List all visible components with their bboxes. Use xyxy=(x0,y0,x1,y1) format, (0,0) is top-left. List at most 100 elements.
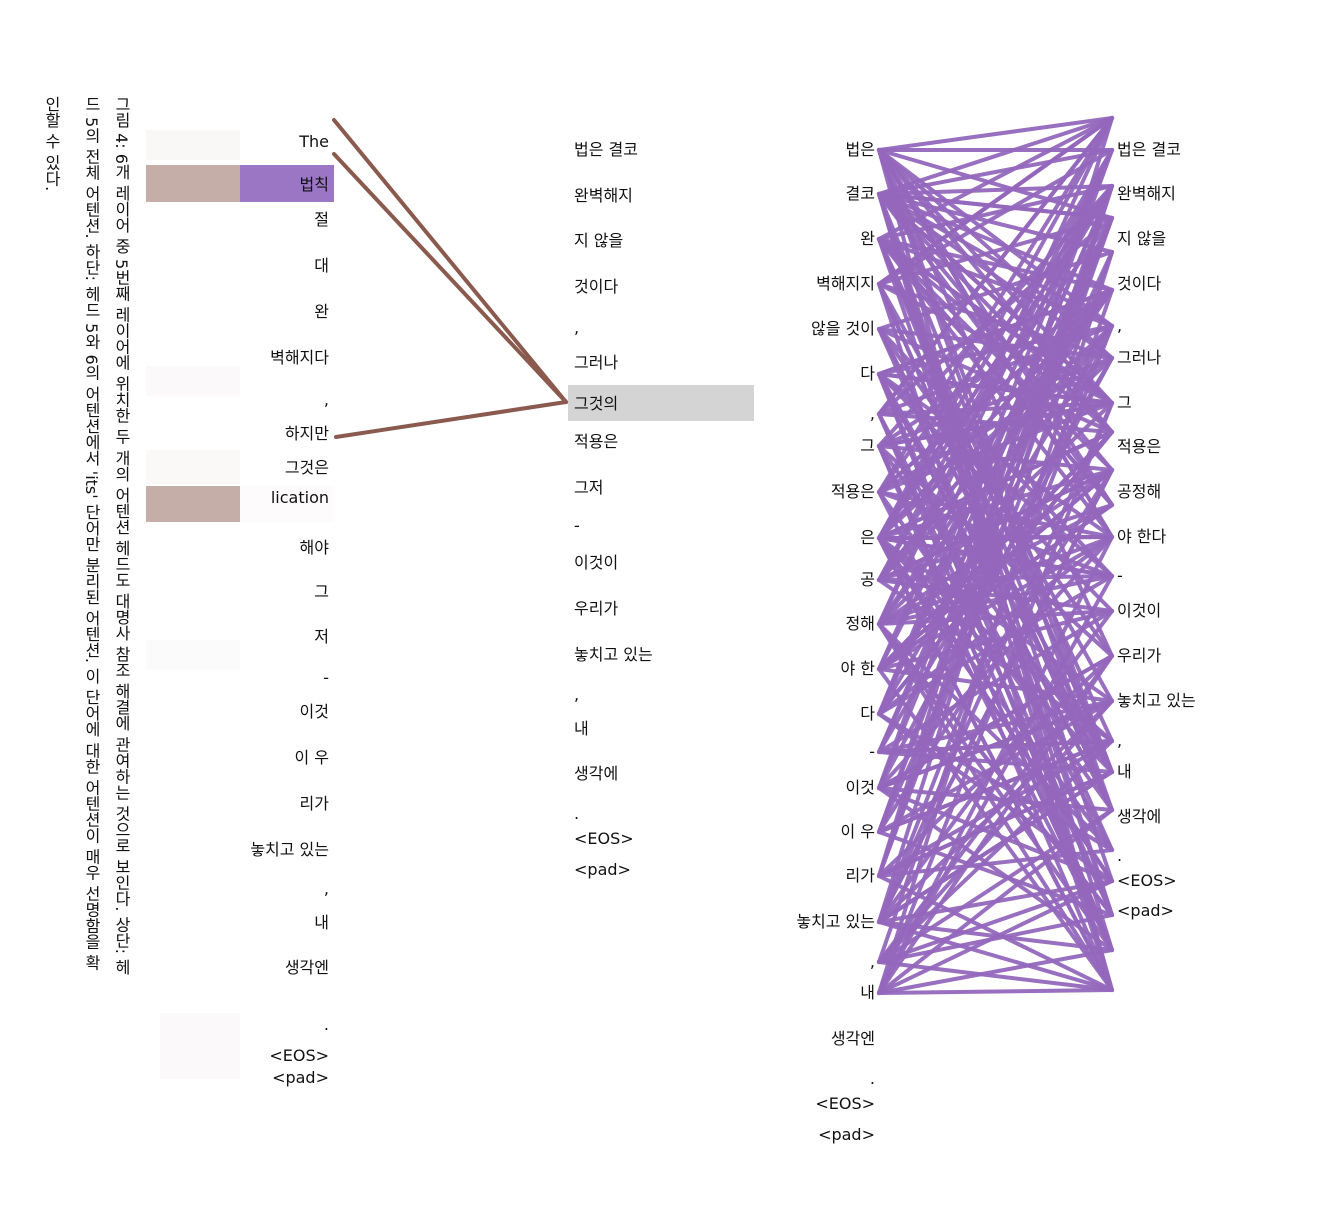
target-token: , xyxy=(574,685,580,704)
target-token: - xyxy=(574,516,580,535)
target-token: 것이다 xyxy=(1117,274,1162,293)
attention-line xyxy=(877,786,1114,812)
target-token: 완벽해지 xyxy=(1117,184,1176,203)
source-token: 해야 xyxy=(299,538,329,557)
attention-line xyxy=(877,237,1114,405)
target-token: 놓치고 있는 xyxy=(1117,691,1196,710)
source-token: . xyxy=(869,1069,875,1088)
attention-line xyxy=(877,444,1114,658)
attention-line xyxy=(877,184,1114,878)
attention-line xyxy=(877,192,1114,360)
source-token: , xyxy=(323,879,329,898)
target-token: 것이다 xyxy=(574,277,619,296)
source-token: 법은 xyxy=(845,140,875,159)
source-token: 벽해지다 xyxy=(270,348,329,367)
caption-line-3: 인할 수 있다. xyxy=(42,96,61,192)
attention-line xyxy=(877,148,1114,790)
target-token: 생각에 xyxy=(574,764,619,783)
target-token: 내 xyxy=(1117,762,1132,781)
target-token: 법은 결코 xyxy=(574,140,638,159)
target-token: , xyxy=(1117,731,1123,750)
attention-line xyxy=(877,808,1114,995)
attention-line xyxy=(877,116,1114,241)
source-token: <EOS> xyxy=(269,1046,329,1065)
target-token: <EOS> xyxy=(1117,871,1177,890)
target-token: 그 xyxy=(1117,393,1132,412)
target-token: 그러나 xyxy=(1117,348,1162,367)
source-token: 놓치고 있는 xyxy=(796,912,875,931)
target-token: 이것이 xyxy=(1117,601,1162,620)
source-token: . xyxy=(323,1015,329,1034)
attention-line xyxy=(877,184,1114,834)
target-token: . xyxy=(1117,846,1123,865)
source-token: 리가 xyxy=(845,866,875,885)
source-token: 저 xyxy=(314,627,329,646)
source-token: 벽해지지 xyxy=(816,274,875,293)
source-token: 은 xyxy=(860,528,875,547)
target-token: 이것이 xyxy=(574,553,619,572)
attention-line xyxy=(877,148,1114,507)
source-token: 그것은 xyxy=(284,458,329,477)
attention-line xyxy=(877,988,1114,995)
source-token: <EOS> xyxy=(815,1094,875,1113)
source-token: 이것 xyxy=(845,778,875,797)
attention-line xyxy=(877,184,1114,716)
source-token: , xyxy=(323,390,329,409)
source-token: The xyxy=(299,132,329,151)
attention-line xyxy=(877,148,1114,220)
attention-line xyxy=(877,282,1114,812)
attention-line xyxy=(877,237,1114,743)
attention-line xyxy=(877,192,1114,220)
attention-line xyxy=(877,288,1114,626)
source-token: 법칙 xyxy=(299,175,329,194)
source-token: 공 xyxy=(860,570,875,589)
source-token: 내 xyxy=(860,983,875,1002)
source-token: 완 xyxy=(860,229,875,248)
target-token: 그저 xyxy=(574,478,604,497)
attention-line xyxy=(332,118,568,404)
attention-line xyxy=(877,654,1114,878)
source-token: 절 xyxy=(314,210,329,229)
source-token: 생각엔 xyxy=(284,958,329,977)
attention-line xyxy=(877,536,1114,703)
attention-line xyxy=(877,770,1114,878)
attention-line xyxy=(877,699,1114,924)
attention-line xyxy=(877,324,1114,834)
target-token: 놓치고 있는 xyxy=(574,645,653,664)
attention-line xyxy=(877,372,1114,952)
source-token: 그 xyxy=(314,582,329,601)
attention-line xyxy=(877,739,1114,964)
attention-line xyxy=(877,468,1114,924)
source-token: , xyxy=(869,952,875,971)
source-token: 완 xyxy=(314,302,329,321)
target-token: 그것의 xyxy=(574,394,619,413)
attention-line xyxy=(877,288,1114,448)
attention-line xyxy=(877,536,1114,883)
attention-cell xyxy=(146,486,240,522)
attention-line xyxy=(877,430,1114,716)
target-token: <EOS> xyxy=(574,829,634,848)
target-token: 지 않을 xyxy=(1117,229,1167,248)
source-token: 적용은 xyxy=(830,482,875,501)
target-token: , xyxy=(1117,316,1123,335)
attention-line xyxy=(332,152,568,404)
target-token: <pad> xyxy=(1117,901,1174,920)
target-token: <pad> xyxy=(574,860,631,879)
source-token: 놓치고 있는 xyxy=(250,840,329,859)
source-token: <pad> xyxy=(272,1068,329,1087)
attention-cell xyxy=(240,165,334,202)
attention-line xyxy=(877,148,1114,539)
attention-cell xyxy=(146,165,240,202)
target-token: 내 xyxy=(574,719,589,738)
attention-line xyxy=(877,148,1114,774)
attention-cell xyxy=(146,450,240,484)
source-token: 않을 것이 xyxy=(811,319,875,338)
target-token: 공정해 xyxy=(1117,482,1162,501)
attention-cell xyxy=(146,366,240,396)
attention-line xyxy=(877,288,1114,494)
attention-line xyxy=(877,192,1114,507)
source-token: 대 xyxy=(314,256,329,275)
target-token: 우리가 xyxy=(574,599,619,618)
source-token: 정해 xyxy=(845,614,875,633)
